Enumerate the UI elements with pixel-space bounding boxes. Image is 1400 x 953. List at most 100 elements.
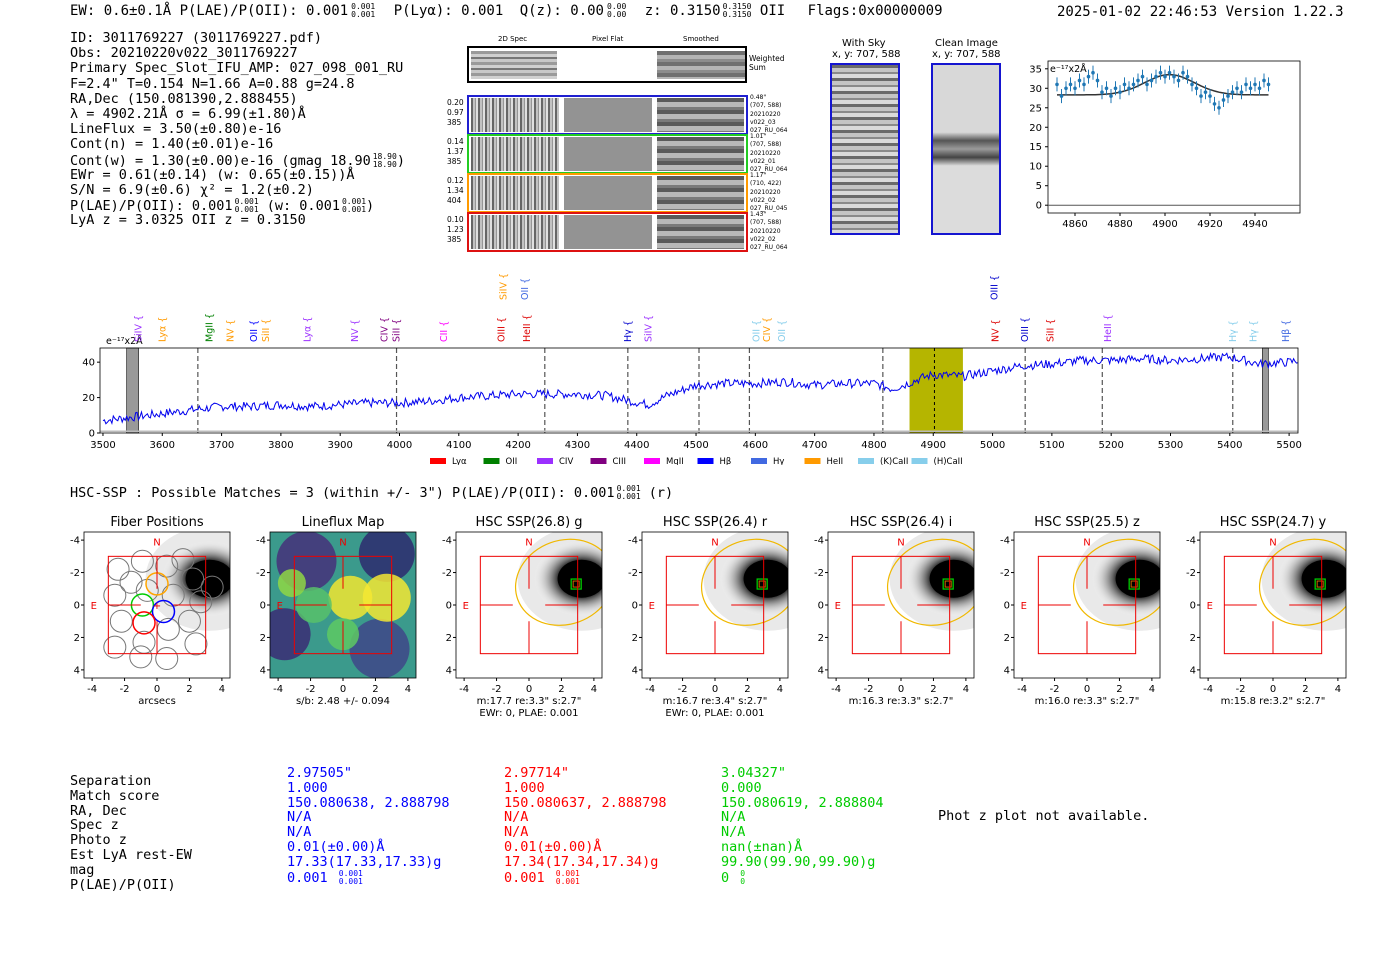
cutout-left-label: 385 bbox=[447, 157, 462, 166]
lineflux-blob bbox=[362, 573, 411, 622]
spec-line-label: SiII { bbox=[261, 319, 272, 342]
cutout-flat bbox=[564, 215, 652, 249]
match-value: 0.001 0.001 0.001 bbox=[504, 868, 580, 886]
hsc-match-box bbox=[1128, 578, 1140, 590]
spec-line-label: NV { bbox=[225, 319, 236, 342]
header-qz-sub: 0.00 bbox=[607, 10, 627, 19]
hsc-title-text: HSC-SSP : Possible Matches = 3 (within +… bbox=[70, 485, 615, 501]
spec-ytick-label: 0 bbox=[89, 429, 95, 440]
clean-image bbox=[931, 63, 1001, 235]
fiber-circle bbox=[106, 557, 130, 581]
fit-ytick-label: 5 bbox=[1036, 181, 1042, 192]
spec-line-label-text: Hγ { bbox=[623, 320, 634, 342]
spectrum-plot: 0 20 40 3500 3600 3700 3800 3900 4000 4100 4200 430… bbox=[82, 273, 1302, 465]
with-sky-sub: x, y: 707, 588 bbox=[832, 49, 901, 60]
fit-ytick-label: 0 bbox=[1036, 201, 1042, 212]
hsc-xtick-label: -2 bbox=[1236, 684, 1246, 695]
fit-point bbox=[1118, 90, 1122, 94]
info-block: ID: 3011769227 (3011769227.pdf) Obs: 202… bbox=[70, 30, 405, 228]
hsc-match-box bbox=[942, 578, 954, 590]
match-value: 99.90(99.90,99.90)g bbox=[721, 853, 876, 870]
hsc-xtick-label: 0 bbox=[898, 684, 904, 695]
label-plae: P(LAE)/P(OII) bbox=[70, 876, 176, 893]
spec-line-label-text: CIV { bbox=[380, 317, 391, 342]
fiber-circle bbox=[177, 609, 201, 633]
hsc-ytick-label: -2 bbox=[70, 568, 80, 579]
hsc-ytick-label: 2 bbox=[74, 633, 80, 644]
hsc-aperture-ellipse bbox=[700, 538, 788, 626]
hsc-ytick-label: -4 bbox=[70, 536, 80, 547]
cutout-right-label: 20210220 bbox=[750, 188, 781, 196]
fiber-circle bbox=[181, 567, 205, 591]
info-plae-sub: 0.001 bbox=[234, 205, 259, 215]
fit-point bbox=[1239, 90, 1244, 94]
info-plae-text: P(LAE)/P(OII): 0.001 bbox=[70, 198, 233, 215]
hsc-panel-0: Fiber Positions + N E -4 4 -2 2 0 0 2 -2 4 -4 arcsecs bbox=[70, 515, 231, 707]
hsc-xtick-label: 0 bbox=[1084, 684, 1090, 695]
match-value: N/A bbox=[287, 809, 312, 826]
match-value: 150.080619, 2.888804 bbox=[721, 794, 884, 811]
hsc-xtick-label: 4 bbox=[963, 684, 969, 695]
label-spec-z: Spec z bbox=[70, 817, 119, 834]
cutout-header-smooth: Smoothed bbox=[683, 35, 719, 43]
hsc-xtick-label: 2 bbox=[372, 684, 378, 695]
photz-note: Phot z plot not available. bbox=[938, 808, 1150, 824]
fit-point bbox=[1104, 86, 1109, 91]
cutout-right-label: (707, 588) bbox=[750, 141, 782, 149]
spec-legend-label: (K)CaII bbox=[880, 457, 908, 465]
spec-legend-label: (H)CaII bbox=[934, 457, 963, 465]
spec-ylabel: e⁻¹⁷x2Å bbox=[106, 335, 143, 347]
cutout-left-label: 0.14 bbox=[447, 137, 464, 146]
header-qz-sup: 0.00 bbox=[607, 2, 627, 11]
cutout-header-flat: Pixel Flat bbox=[592, 35, 624, 43]
header-plya: P(Lyα): 0.001 bbox=[393, 3, 504, 19]
cutout-left-label: 404 bbox=[447, 196, 462, 205]
cutout-right-label: 20210220 bbox=[750, 227, 781, 235]
spec-line-label-text: SiIV { bbox=[644, 315, 655, 342]
cutout-right-label: v022_02 bbox=[750, 196, 776, 204]
hsc-ytick-label: -4 bbox=[256, 536, 266, 547]
cutout-smooth bbox=[657, 137, 744, 171]
hsc-red-square bbox=[851, 555, 951, 655]
hsc-xtick-label: 0 bbox=[526, 684, 532, 695]
spec-xtick-label: 4700 bbox=[802, 440, 827, 451]
hsc-title-sub: 0.001 bbox=[616, 492, 641, 501]
fit-point bbox=[1181, 70, 1185, 75]
spec-line-label-text: HeII { bbox=[522, 314, 533, 342]
hsc-aperture-ellipse bbox=[1258, 538, 1346, 626]
spec-line-label-text: SiII { bbox=[392, 319, 403, 342]
hsc-match-box bbox=[756, 578, 768, 590]
hsc-caption: m:16.7 re:3.4" s:2.7" bbox=[663, 696, 768, 707]
spec-line-label-text: OII { bbox=[520, 278, 531, 300]
match-value: 0.000 bbox=[721, 779, 762, 796]
fit-point bbox=[1185, 74, 1190, 79]
spec-highlight-band bbox=[909, 348, 963, 433]
spec-legend-swatch bbox=[858, 458, 874, 464]
match-column-0: 2.97505" 1.000 150.080638, 2.888798 N/A N/A 0… bbox=[287, 766, 450, 886]
hsc-xtick-label: 4 bbox=[591, 684, 597, 695]
hsc-ytick-label: 0 bbox=[260, 601, 266, 612]
hsc-e-label: E bbox=[277, 601, 283, 612]
spec-legend-swatch bbox=[697, 458, 714, 464]
fit-point bbox=[1127, 86, 1131, 91]
spec-line-label-text: OIII { bbox=[497, 317, 508, 342]
hsc-ytick-label: 2 bbox=[1190, 633, 1196, 644]
fit-point bbox=[1068, 82, 1073, 87]
spec-line-label: CIV { bbox=[762, 317, 773, 342]
spec-line-label-text: SiII { bbox=[261, 319, 272, 342]
fiber-blue bbox=[151, 599, 176, 624]
hsc-xtick-label: 2 bbox=[744, 684, 750, 695]
info-plae-w-sup: 0.001 bbox=[341, 197, 367, 207]
spec-line-label-text: NV { bbox=[991, 319, 1002, 342]
hsc-ytick-label: 0 bbox=[1004, 601, 1010, 612]
fit-frame bbox=[1047, 60, 1301, 214]
hsc-image: + N E bbox=[84, 532, 230, 678]
fit-point bbox=[1167, 70, 1172, 75]
hsc-ytick-label: 2 bbox=[260, 633, 266, 644]
header-z: z: 0.3150 bbox=[644, 3, 721, 19]
spec-legend-label: Hγ bbox=[773, 457, 784, 465]
fit-point bbox=[1253, 82, 1257, 87]
hsc-caption: m:15.8 re:3.2" s:2.7" bbox=[1221, 696, 1326, 707]
